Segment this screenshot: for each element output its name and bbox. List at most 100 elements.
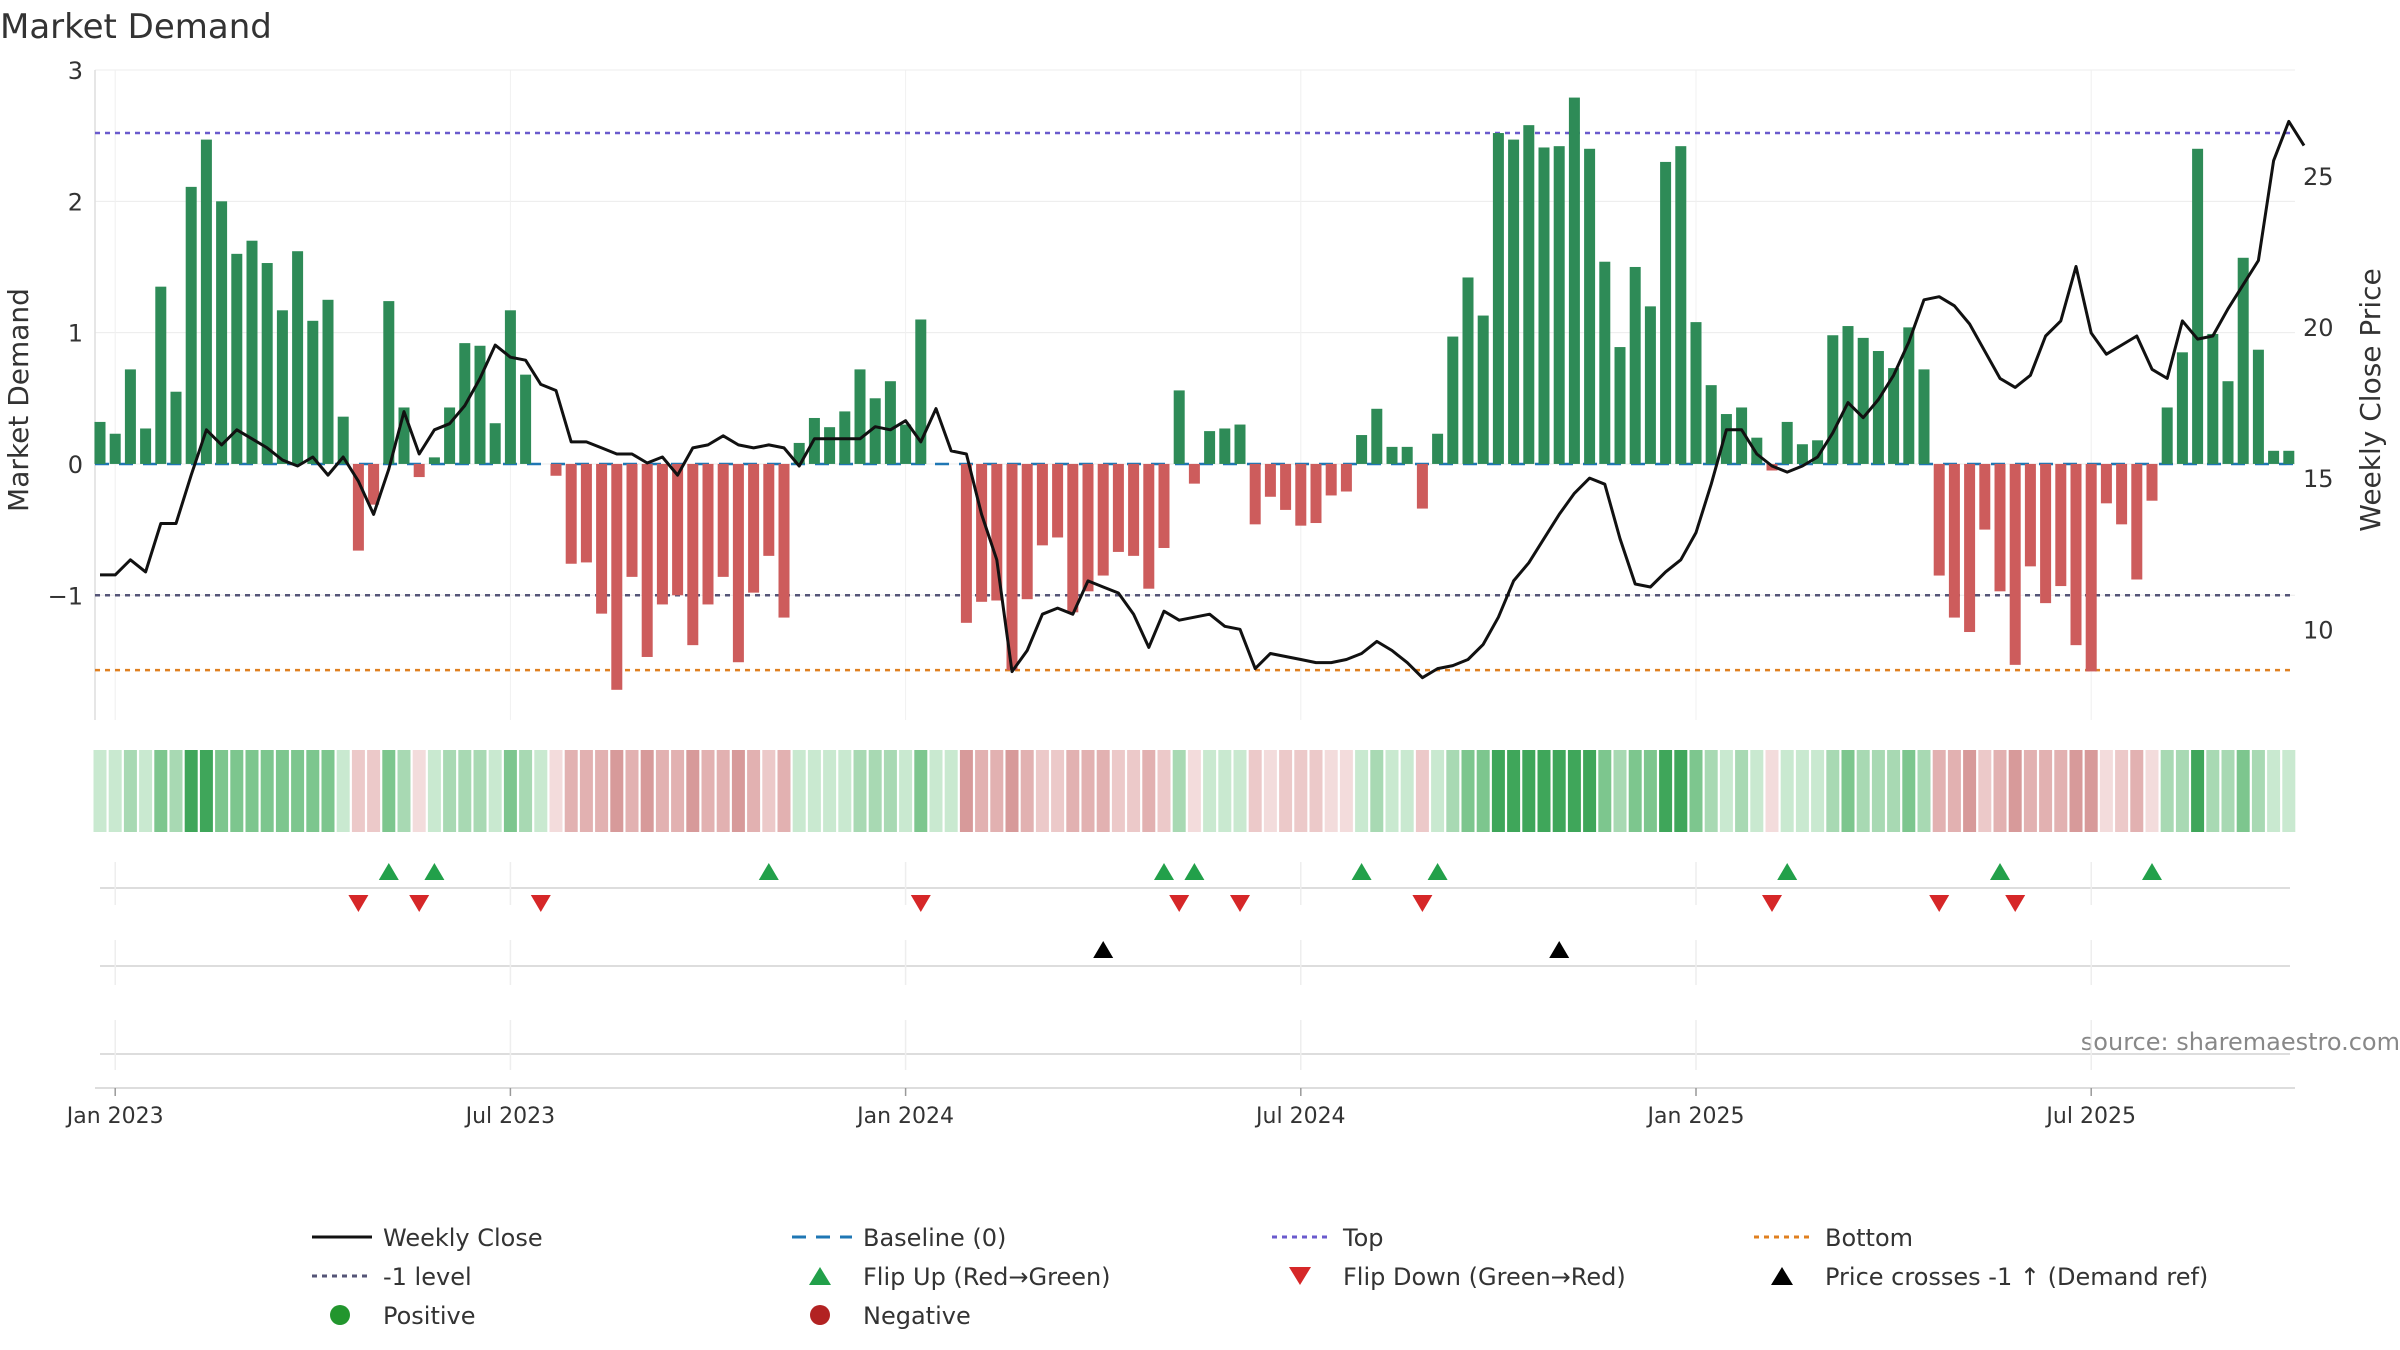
- strip-cell: [2039, 750, 2053, 832]
- strip-cell: [503, 750, 517, 832]
- strip-cell: [1279, 750, 1293, 832]
- y-tick-label: −1: [48, 582, 83, 610]
- demand-bar: [1629, 266, 1641, 464]
- x-tick-label: Jan 2024: [855, 1104, 954, 1129]
- demand-bar: [1903, 327, 1915, 464]
- strip-cell: [1203, 750, 1217, 832]
- strip-cell: [1051, 750, 1065, 832]
- demand-bar: [1751, 437, 1763, 464]
- demand-bar: [1036, 463, 1048, 546]
- strip-cell: [351, 750, 365, 832]
- demand-bar: [2176, 352, 2188, 464]
- demand-bar: [778, 463, 790, 618]
- demand-bar: [1082, 463, 1094, 592]
- demand-bar: [1888, 368, 1900, 464]
- strip-cell: [1689, 750, 1703, 832]
- flip-down-marker: [348, 895, 369, 912]
- demand-bar: [1538, 147, 1550, 464]
- strip-cell: [975, 750, 989, 832]
- demand-bar: [1310, 463, 1322, 524]
- strip-cell: [1127, 750, 1141, 832]
- strip-cell: [1035, 750, 1049, 832]
- legend-swatch-triangle-up: [809, 1267, 831, 1285]
- demand-bar: [2116, 463, 2128, 525]
- demand-bar: [1994, 463, 2006, 592]
- strip-cell: [336, 750, 350, 832]
- demand-bar: [352, 463, 364, 551]
- demand-bar: [2131, 463, 2143, 580]
- strip-cell: [519, 750, 533, 832]
- demand-bar: [124, 369, 136, 464]
- demand-bar: [1052, 463, 1064, 538]
- strip-cell: [1355, 750, 1369, 832]
- demand-bar: [2100, 463, 2112, 504]
- demand-bar: [641, 463, 653, 657]
- strip-cell: [2069, 750, 2083, 832]
- demand-bar: [1173, 390, 1185, 464]
- strip-cell: [671, 750, 685, 832]
- demand-bar: [1432, 433, 1444, 464]
- demand-bar: [1264, 463, 1276, 497]
- strip-cell: [2175, 750, 2189, 832]
- strip-cell: [93, 750, 107, 832]
- strip-cell: [2084, 750, 2098, 832]
- demand-bar: [337, 416, 349, 464]
- strip-cell: [1978, 750, 1992, 832]
- strip-cell: [139, 750, 153, 832]
- demand-bar: [1979, 463, 1991, 530]
- demand-bar: [1812, 440, 1824, 464]
- demand-bar: [307, 320, 319, 464]
- demand-bar: [763, 463, 775, 556]
- strip-cell: [230, 750, 244, 832]
- flip-up-marker: [758, 863, 779, 880]
- demand-bar: [1644, 306, 1656, 464]
- strip-cell: [1902, 750, 1916, 832]
- demand-bar: [292, 251, 304, 464]
- demand-bar: [1447, 336, 1459, 464]
- legend-label: Positive: [383, 1302, 476, 1330]
- strip-cell: [792, 750, 806, 832]
- strip-cell: [1324, 750, 1338, 832]
- demand-bar: [185, 186, 197, 464]
- legend-label: Price crosses -1 ↑ (Demand ref): [1825, 1263, 2208, 1291]
- strip-cell: [1704, 750, 1718, 832]
- y-tick-label: 1: [68, 320, 83, 348]
- x-axis-ticks: Jan 2023 Jul 2023 Jan 2024 Jul 2024 Jan 2025…: [65, 1088, 2136, 1129]
- strip-cell: [1020, 750, 1034, 832]
- strip-cell: [260, 750, 274, 832]
- demand-bar: [565, 463, 577, 564]
- demand-bar: [2252, 349, 2264, 464]
- demand-bar: [1295, 463, 1307, 526]
- y-axis-label: Market Demand: [2, 288, 35, 512]
- strip-cell: [959, 750, 973, 832]
- strip-cell: [1446, 750, 1460, 832]
- demand-bar: [1356, 435, 1368, 464]
- strip-cell: [1263, 750, 1277, 832]
- strip-cell: [1491, 750, 1505, 832]
- flip-down-marker: [530, 895, 551, 912]
- demand-bar: [824, 427, 836, 464]
- strip-cell: [762, 750, 776, 832]
- demand-bar: [717, 463, 729, 577]
- legend-label: Flip Down (Green→Red): [1343, 1263, 1626, 1291]
- strip-cell: [154, 750, 168, 832]
- strip-cell: [2251, 750, 2265, 832]
- demand-bar: [611, 463, 623, 690]
- strip-cell: [169, 750, 183, 832]
- demand-bar: [231, 253, 243, 464]
- demand-bar: [2040, 463, 2052, 604]
- strip-cell: [1431, 750, 1445, 832]
- demand-bar: [854, 369, 866, 464]
- demand-bar: [1188, 463, 1200, 484]
- demand-bar: [1553, 146, 1565, 464]
- strip-cell: [777, 750, 791, 832]
- demand-bar: [2237, 257, 2249, 464]
- demand-bars: [94, 97, 2295, 690]
- demand-bar: [915, 319, 927, 464]
- strip-cell: [595, 750, 609, 832]
- strip-cell: [1963, 750, 1977, 832]
- strip-cell: [184, 750, 198, 832]
- y-tick-label: 3: [68, 57, 83, 85]
- strip-cell: [868, 750, 882, 832]
